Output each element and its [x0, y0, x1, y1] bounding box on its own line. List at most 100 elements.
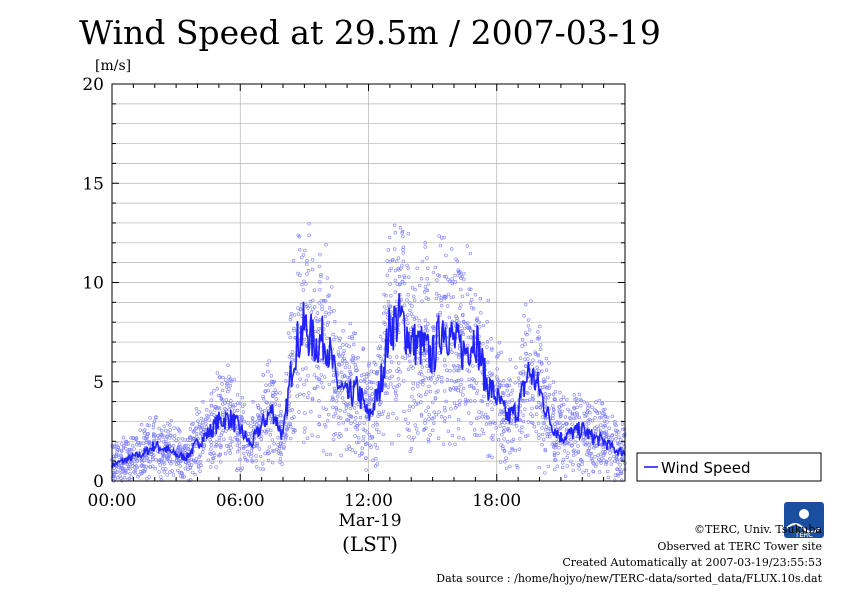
- raw-data-point: [472, 386, 476, 391]
- raw-data-point: [579, 458, 583, 462]
- raw-data-point: [141, 464, 146, 468]
- raw-data-point: [308, 300, 312, 304]
- raw-data-point: [351, 358, 355, 362]
- raw-data-point: [502, 437, 506, 441]
- raw-data-point: [510, 448, 514, 452]
- raw-data-point: [228, 404, 232, 408]
- raw-data-point: [237, 447, 242, 451]
- raw-data-point: [298, 377, 302, 381]
- raw-data-point: [543, 385, 547, 389]
- raw-data-point: [586, 473, 591, 477]
- raw-data-point: [228, 384, 233, 388]
- raw-data-point: [324, 452, 329, 457]
- raw-data-point: [135, 459, 139, 463]
- raw-data-point: [409, 364, 413, 368]
- raw-data-point: [138, 428, 143, 432]
- raw-data-point: [450, 247, 454, 251]
- raw-data-point: [354, 416, 358, 420]
- raw-data-point: [593, 426, 597, 430]
- raw-data-point: [219, 433, 224, 437]
- raw-data-point: [179, 470, 184, 475]
- raw-data-point: [277, 446, 282, 451]
- raw-data-point: [218, 375, 222, 379]
- raw-data-point: [363, 390, 368, 394]
- raw-data-point: [612, 478, 617, 482]
- raw-data-point: [331, 405, 335, 410]
- raw-data-point: [378, 402, 382, 407]
- raw-data-point: [325, 276, 330, 280]
- raw-data-point: [300, 283, 304, 287]
- raw-data-point: [445, 378, 450, 382]
- raw-data-point: [402, 409, 406, 414]
- raw-data-point: [508, 357, 512, 362]
- raw-data-point: [226, 389, 230, 394]
- raw-data-point: [327, 412, 331, 417]
- raw-data-point: [317, 414, 322, 418]
- raw-data-point: [463, 397, 468, 402]
- raw-data-point: [401, 251, 405, 255]
- raw-data-point: [316, 366, 321, 370]
- raw-data-point: [301, 288, 306, 292]
- raw-data-point: [473, 323, 477, 327]
- raw-data-point: [498, 412, 502, 417]
- raw-data-point: [337, 435, 341, 439]
- raw-data-point: [423, 421, 427, 425]
- raw-data-point: [570, 422, 574, 426]
- raw-data-point: [370, 392, 375, 396]
- raw-data-point: [497, 379, 501, 383]
- raw-data-point: [143, 436, 148, 441]
- raw-data-point: [299, 303, 304, 307]
- raw-data-point: [599, 461, 603, 465]
- raw-data-point: [151, 422, 156, 427]
- raw-data-point: [561, 457, 566, 462]
- raw-data-point: [587, 453, 591, 458]
- raw-data-point: [324, 299, 328, 303]
- raw-data-point: [141, 468, 145, 473]
- raw-data-point: [396, 367, 401, 371]
- raw-data-point: [383, 322, 387, 326]
- raw-data-point: [347, 365, 351, 369]
- raw-data-point: [469, 421, 473, 425]
- raw-data-point: [131, 443, 135, 448]
- raw-data-point: [610, 433, 615, 437]
- raw-data-point: [475, 433, 479, 437]
- y-tick-label: 20: [82, 75, 104, 95]
- raw-data-point: [119, 454, 124, 458]
- raw-data-point: [176, 446, 180, 450]
- raw-data-point: [567, 442, 571, 446]
- raw-data-point: [572, 416, 576, 421]
- raw-data-point: [432, 415, 436, 420]
- raw-data-point: [320, 307, 324, 312]
- raw-data-point: [482, 394, 486, 399]
- raw-data-point: [199, 432, 203, 436]
- raw-data-point: [374, 421, 378, 425]
- raw-data-point: [341, 329, 345, 333]
- raw-data-point: [343, 365, 348, 369]
- raw-data-point: [610, 437, 614, 442]
- raw-data-point: [319, 299, 323, 303]
- raw-data-point: [278, 460, 282, 464]
- raw-data-point: [355, 440, 359, 445]
- raw-data-point: [507, 400, 512, 404]
- raw-data-point: [331, 368, 336, 373]
- raw-data-point: [263, 389, 267, 394]
- raw-data-point: [452, 386, 456, 390]
- raw-data-point: [313, 329, 317, 334]
- raw-data-point: [425, 288, 430, 292]
- raw-data-point: [128, 467, 132, 471]
- raw-data-point: [422, 353, 427, 357]
- raw-data-point: [208, 438, 212, 442]
- raw-data-point: [317, 399, 321, 403]
- raw-data-point: [227, 387, 231, 391]
- raw-data-point: [456, 268, 460, 272]
- raw-data-point: [344, 427, 348, 432]
- raw-data-point: [398, 226, 403, 230]
- raw-data-point: [341, 421, 346, 425]
- raw-data-point: [417, 324, 421, 328]
- raw-data-point: [267, 359, 271, 363]
- raw-data-point: [382, 311, 386, 315]
- raw-data-point: [591, 470, 596, 474]
- raw-data-point: [524, 390, 529, 395]
- raw-data-point: [448, 369, 452, 373]
- raw-data-point: [614, 432, 618, 436]
